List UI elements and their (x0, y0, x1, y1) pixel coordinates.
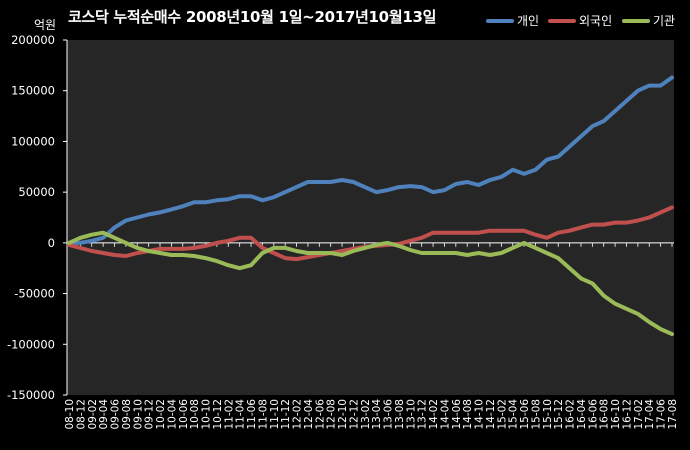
x-tick-label-33: 14-04 (439, 399, 451, 430)
x-tick-label-43: 15-12 (553, 399, 565, 430)
x-tick-label-31: 13-12 (417, 399, 429, 430)
x-tick-label-53: 17-08 (667, 399, 679, 430)
x-tick-label-48: 16-10 (610, 399, 622, 430)
x-tick-label-45: 16-04 (576, 399, 588, 430)
x-tick-label-44: 16-02 (565, 399, 577, 430)
x-tick-label-47: 16-08 (599, 399, 611, 430)
x-tick-label-27: 13-04 (371, 399, 383, 430)
x-tick-label-52: 17-06 (656, 399, 668, 430)
legend-label-3: 기관 (653, 14, 676, 28)
x-tick-label-6: 09-10 (132, 399, 144, 430)
y-tick-label-5: -50000 (14, 287, 55, 301)
x-tick-label-25: 12-12 (348, 399, 360, 430)
x-tick-label-35: 14-08 (462, 399, 474, 430)
x-tick-label-18: 11-10 (269, 399, 281, 430)
x-tick-label-51: 17-04 (644, 399, 656, 430)
plot-area (67, 40, 674, 395)
x-tick-label-11: 10-08 (189, 399, 201, 430)
legend-label-1: 개인 (517, 14, 540, 28)
x-tick-label-37: 14-12 (485, 399, 497, 430)
y-tick-label-3: 50000 (18, 185, 55, 199)
x-tick-label-17: 11-08 (257, 399, 269, 430)
x-tick-label-40: 15-06 (519, 399, 531, 430)
y-tick-label-6: -100000 (7, 337, 55, 351)
x-tick-label-23: 12-08 (326, 399, 338, 430)
x-tick-label-30: 13-10 (405, 399, 417, 430)
unit-label: 억원 (34, 18, 57, 32)
legend-item-1: 개인 (486, 12, 539, 29)
legend-label-2: 외국인 (579, 14, 613, 28)
x-tick-label-39: 15-04 (508, 399, 520, 430)
series-line-3 (67, 230, 674, 337)
x-tick-label-15: 11-04 (235, 399, 247, 430)
x-tick-label-3: 09-04 (98, 399, 110, 430)
x-tick-label-7: 09-12 (144, 399, 156, 430)
legend-item-2: 외국인 (548, 12, 612, 29)
x-tick-label-28: 13-06 (383, 399, 395, 430)
y-tick-label-0: 200000 (11, 33, 55, 47)
x-tick-label-24: 12-10 (337, 399, 349, 430)
x-tick-label-13: 10-12 (212, 399, 224, 430)
x-tick-label-0: 08-10 (64, 399, 76, 430)
x-tick-label-38: 15-02 (496, 399, 508, 430)
x-tick-label-5: 09-08 (121, 399, 133, 430)
x-tick-label-21: 12-04 (303, 399, 315, 430)
x-tick-label-14: 11-02 (223, 399, 235, 430)
x-tick-label-1: 08-12 (75, 399, 87, 430)
x-tick-label-41: 15-08 (530, 399, 542, 430)
x-tick-label-50: 17-02 (633, 399, 645, 430)
x-tick-label-16: 11-06 (246, 399, 258, 430)
x-tick-label-12: 10-10 (201, 399, 213, 430)
chart-title: 코스닥 누적순매수 2008년10월 1일~2017년10월13일 (68, 8, 437, 26)
legend-swatch-1 (486, 18, 514, 23)
x-tick-label-19: 11-12 (280, 399, 292, 430)
legend-item-3: 기관 (622, 12, 675, 29)
x-tick-label-36: 14-10 (474, 399, 486, 430)
y-tick-label-1: 150000 (11, 84, 55, 98)
y-tick-label-7: -150000 (7, 388, 55, 402)
x-tick-label-49: 16-12 (621, 399, 633, 430)
y-tick-label-4: 0 (48, 236, 55, 250)
x-tick-label-9: 10-04 (166, 399, 178, 430)
x-tick-label-34: 14-06 (451, 399, 463, 430)
x-tick-label-10: 10-06 (178, 399, 190, 430)
legend-swatch-2 (548, 18, 576, 23)
x-tick-label-26: 13-02 (360, 399, 372, 430)
x-tick-label-42: 15-10 (542, 399, 554, 430)
x-tick-label-29: 13-08 (394, 399, 406, 430)
x-tick-label-2: 09-02 (87, 399, 99, 430)
x-tick-label-32: 14-02 (428, 399, 440, 430)
x-tick-label-20: 12-02 (292, 399, 304, 430)
x-tick-label-4: 09-06 (110, 399, 122, 430)
legend-swatch-3 (622, 18, 650, 23)
series-line-1 (67, 75, 674, 245)
x-tick-label-46: 16-06 (587, 399, 599, 430)
y-tick-label-2: 100000 (11, 134, 55, 148)
x-tick-label-8: 10-02 (155, 399, 167, 430)
x-tick-label-22: 12-06 (314, 399, 326, 430)
